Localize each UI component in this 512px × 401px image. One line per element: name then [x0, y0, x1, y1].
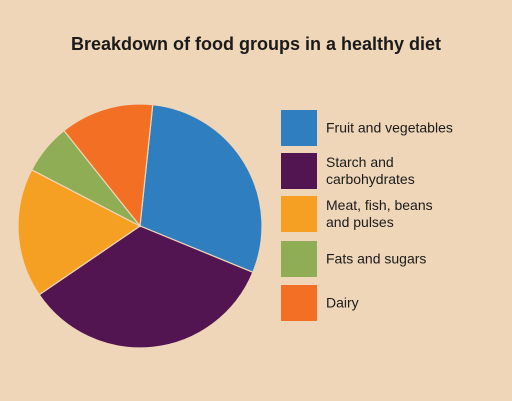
- legend-label: Starch and carbohydrates: [326, 154, 415, 187]
- legend-item: Fruit and vegetables: [281, 110, 511, 146]
- legend-label: Fats and sugars: [326, 250, 427, 267]
- legend-swatch: [281, 153, 317, 189]
- chart-title: Breakdown of food groups in a healthy di…: [70, 34, 442, 54]
- legend-label: Meat, fish, beans and pulses: [326, 197, 433, 230]
- legend-item: Fats and sugars: [281, 241, 511, 277]
- legend-swatch: [281, 196, 317, 232]
- pie-slice-3: [17, 168, 142, 296]
- pie-slice-1: [139, 104, 263, 274]
- legend-swatch: [281, 285, 317, 321]
- pie-slice-5: [63, 103, 154, 228]
- legend-item: Starch and carbohydrates: [281, 153, 511, 189]
- pie-slice-2: [38, 225, 254, 349]
- legend-item: Meat, fish, beans and pulses: [281, 196, 511, 232]
- legend-item: Dairy: [281, 285, 511, 321]
- legend-swatch: [281, 241, 317, 277]
- legend-label: Dairy: [326, 294, 359, 311]
- legend-swatch: [281, 110, 317, 146]
- legend-label: Fruit and vegetables: [326, 119, 453, 136]
